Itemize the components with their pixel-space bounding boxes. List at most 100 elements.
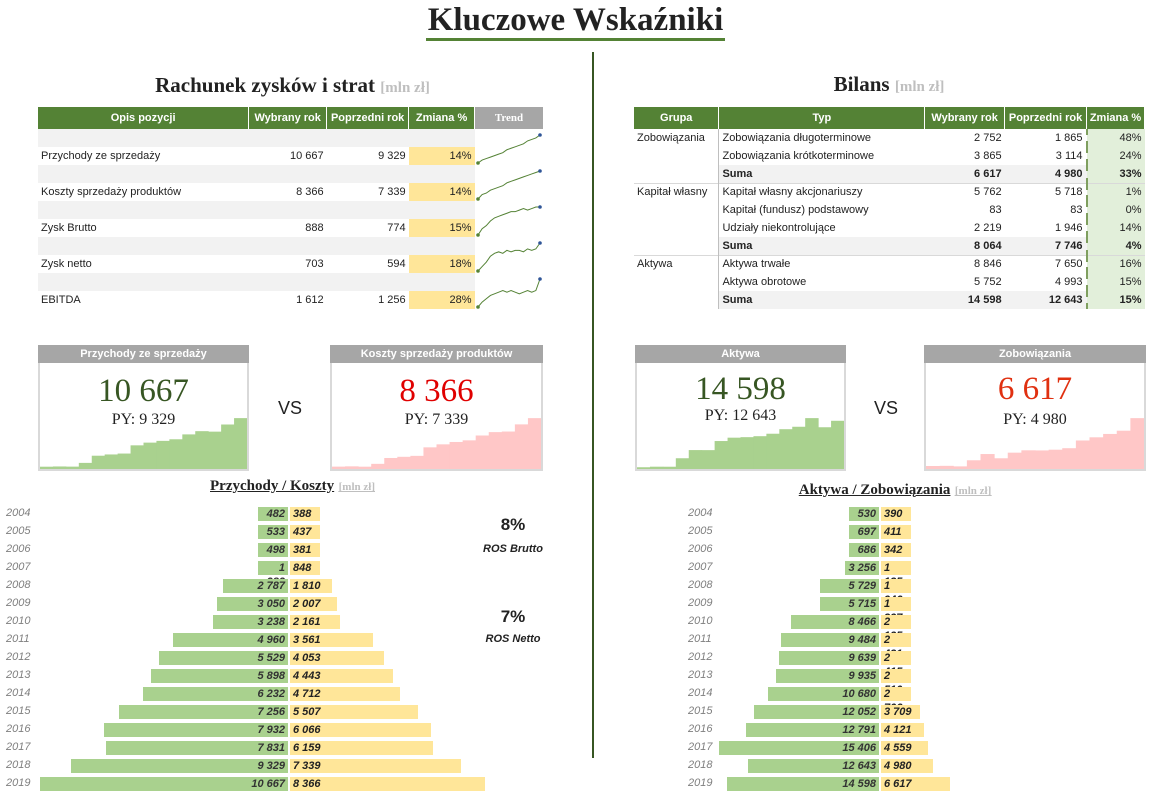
table-row: Zysk Brutto 888 774 15% [38,205,544,237]
year-label: 2010 [6,615,31,627]
mini-bar [527,418,541,469]
table-row: Zobowiązania Zobowiązania długoterminowe 2… [634,129,1145,147]
row-previous: 4 980 [1004,165,1087,183]
year-label: 2010 [688,615,713,627]
row-current: 2 752 [974,132,1002,144]
row-type: Kapitał (fundusz) podstawowy [722,204,869,216]
bar-right: 2 510 [881,669,911,696]
mini-bar [701,450,716,469]
year-label: 2007 [688,561,713,573]
bar-right: 1 946 [881,579,911,606]
row-label: EBITDA [41,294,81,306]
row-previous: 7 650 [1004,254,1087,273]
row-previous: 5 718 [1004,182,1087,201]
bar-left: 3 050 [217,597,288,611]
year-label: 2014 [688,687,713,699]
row-current: 888 [305,222,324,234]
year-label: 2018 [688,759,713,771]
year-label: 2013 [688,669,713,681]
bar-left: 2 787 [223,579,288,593]
row-label: Przychody ze sprzedaży [41,150,161,162]
bar-right: 1 810 [290,579,333,593]
table-row: Zobowiązania krótkoterminowe 3 865 3 114 24… [634,147,1145,165]
mini-bar [1062,448,1077,469]
table-row: Udziały niekontrolujące 2 219 1 946 14% [634,219,1145,237]
bar-left: 10 667 [40,777,288,791]
row-change: 15% [1085,273,1145,291]
bar-right: 3 709 [881,705,920,719]
mini-bar [345,466,359,469]
mini-bar [805,418,819,469]
row-previous: 3 114 [1055,150,1083,162]
mini-bar [65,466,80,469]
card-value: 14 598 [695,371,786,407]
mini-bar [436,444,451,469]
year-label: 2016 [688,723,713,735]
bar-right: 4 559 [881,741,929,755]
mini-bar [740,437,754,469]
kpi-card-costs: Koszty sprzedaży produktów 8 366 PY: 7 3… [330,345,543,471]
table-row: Koszty sprzedaży produktów 8 366 7 339 14% [38,169,544,201]
year-label: 2013 [6,669,31,681]
bar-left: 9 484 [780,633,879,647]
mini-bar [939,465,954,469]
year-label: 2018 [6,759,31,771]
row-change: 14% [408,183,475,201]
bar-left: 9 639 [778,651,879,665]
row-type: Aktywa obrotowe [722,276,807,288]
mini-bar [169,439,183,469]
year-label: 2005 [688,525,713,537]
vs-label: VS [278,398,303,418]
mini-bar [637,467,651,469]
card-title: Zobowiązania [924,345,1146,363]
mini-bar-chart [332,418,541,469]
bar-left: 1 282 [258,561,288,588]
mini-bar [117,453,132,469]
mini-bar [649,466,664,469]
table-row: Aktywa Aktywa trwałe 8 846 7 650 16% [634,254,1145,273]
mini-bar [130,445,144,469]
card-py: PY: 7 339 [404,411,469,428]
col-header: Wybrany rok [924,107,1006,129]
row-current: 8 064 [924,237,1005,255]
mini-bar [1116,430,1131,469]
mini-bar [475,435,490,469]
year-label: 2014 [6,687,31,699]
mini-bar [1007,452,1022,469]
year-label: 2011 [688,633,712,645]
row-group [634,237,720,255]
chart-title-left: Przychody / Koszty [mln zł] [210,478,375,494]
year-label: 2016 [6,723,31,735]
col-header: Grupa [634,107,720,129]
bar-right: 3 561 [290,633,373,647]
row-previous: 7 746 [1004,237,1087,255]
bar-left: 7 831 [105,741,288,755]
row-previous: 83 [1070,204,1083,216]
row-current: 703 [305,258,324,270]
row-group [634,201,720,219]
bar-right: 6 066 [290,723,432,737]
bar-right: 1 135 [881,561,911,588]
mini-bar [831,420,844,469]
bar-left: 9 329 [71,759,288,773]
row-previous: 9 329 [378,150,406,162]
mini-bar [91,455,106,469]
row-previous: 1 256 [378,294,406,306]
col-header: Wybrany rok [248,107,328,129]
mini-bar [156,440,170,469]
ratio-label: ROS Brutto [483,543,543,555]
bar-right: 2 161 [290,615,341,629]
bar-right: 2 415 [881,651,911,678]
mini-bar [753,436,767,469]
bar-right: 6 617 [881,777,950,791]
center-divider [592,52,594,758]
pl-table: Opis pozycji Wybrany rok Poprzedni rok Z… [38,107,544,309]
row-type: Zobowiązania krótkoterminowe [722,150,875,162]
mini-bar [78,462,93,469]
mini-bar [143,442,157,469]
row-label: Zysk netto [41,258,92,270]
row-previous: 12 643 [1004,291,1087,309]
bar-left: 9 935 [775,669,879,683]
table-row: Kapitał własny Kapitał własny akcjonarius… [634,182,1145,201]
